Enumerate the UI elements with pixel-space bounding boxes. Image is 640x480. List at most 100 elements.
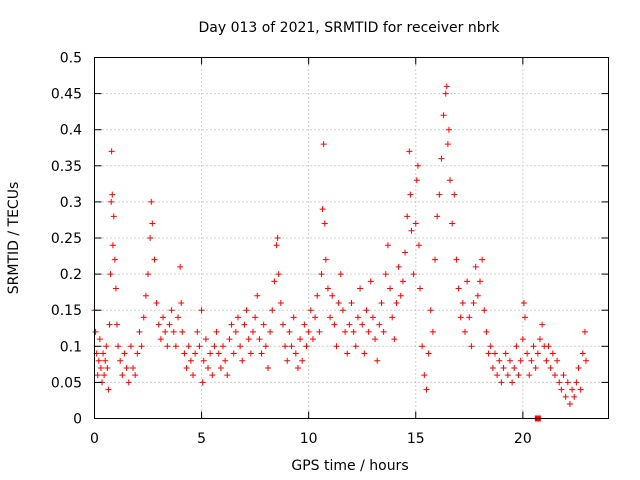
data-point bbox=[237, 343, 244, 350]
data-point bbox=[521, 314, 528, 321]
data-point bbox=[119, 372, 126, 379]
data-point bbox=[511, 364, 518, 371]
data-point bbox=[440, 112, 447, 119]
data-point bbox=[215, 350, 222, 357]
data-point bbox=[417, 285, 424, 292]
data-point bbox=[297, 336, 304, 343]
data-point bbox=[474, 292, 481, 299]
data-point bbox=[344, 350, 351, 357]
data-point bbox=[526, 372, 533, 379]
data-point bbox=[275, 271, 282, 278]
data-point bbox=[299, 357, 306, 364]
y-tick-label: 0 bbox=[73, 412, 82, 428]
y-axis-label: SRMTID / TECUs bbox=[6, 182, 22, 295]
data-point bbox=[209, 372, 216, 379]
data-point bbox=[451, 191, 458, 198]
y-tick-label: 0.2 bbox=[60, 267, 82, 283]
data-point bbox=[205, 364, 212, 371]
data-point bbox=[121, 350, 128, 357]
data-point bbox=[245, 336, 252, 343]
data-point bbox=[243, 307, 250, 314]
data-point bbox=[241, 321, 248, 328]
data-point bbox=[483, 328, 490, 335]
data-point bbox=[444, 141, 451, 148]
data-point bbox=[108, 148, 115, 155]
data-point bbox=[322, 256, 329, 263]
data-point bbox=[579, 350, 586, 357]
data-point bbox=[395, 263, 402, 270]
data-point bbox=[151, 256, 158, 263]
data-point bbox=[309, 336, 316, 343]
data-point bbox=[393, 299, 400, 306]
data-point bbox=[178, 299, 185, 306]
data-point bbox=[500, 364, 507, 371]
data-point bbox=[363, 307, 370, 314]
data-point bbox=[321, 220, 328, 227]
data-point bbox=[224, 372, 231, 379]
data-point bbox=[466, 314, 473, 321]
data-point bbox=[551, 372, 558, 379]
data-point bbox=[305, 328, 312, 335]
data-point bbox=[425, 350, 432, 357]
data-point bbox=[335, 299, 342, 306]
data-point bbox=[350, 328, 357, 335]
data-point bbox=[228, 321, 235, 328]
data-point bbox=[196, 343, 203, 350]
data-point bbox=[549, 350, 556, 357]
data-point bbox=[200, 357, 207, 364]
data-point bbox=[406, 148, 413, 155]
data-point bbox=[106, 321, 113, 328]
data-point bbox=[560, 372, 567, 379]
data-point bbox=[519, 336, 526, 343]
data-point bbox=[132, 372, 139, 379]
data-point bbox=[415, 242, 422, 249]
data-point bbox=[316, 328, 323, 335]
data-point bbox=[290, 314, 297, 321]
y-tick-label: 0.25 bbox=[51, 231, 82, 247]
data-point bbox=[183, 364, 190, 371]
data-point bbox=[134, 350, 141, 357]
y-tick-label: 0.4 bbox=[60, 123, 82, 139]
data-point bbox=[575, 364, 582, 371]
x-axis-label: GPS time / hours bbox=[291, 458, 408, 474]
data-point bbox=[254, 292, 261, 299]
data-point bbox=[95, 357, 102, 364]
data-point bbox=[125, 379, 132, 386]
data-point bbox=[520, 299, 527, 306]
data-point bbox=[130, 364, 137, 371]
y-tick-label: 0.3 bbox=[60, 195, 82, 211]
y-tick-label: 0.5 bbox=[60, 51, 82, 67]
data-point bbox=[566, 401, 573, 408]
data-point bbox=[346, 321, 353, 328]
data-point bbox=[331, 321, 338, 328]
data-point bbox=[279, 321, 286, 328]
data-point bbox=[103, 343, 110, 350]
data-point bbox=[207, 350, 214, 357]
data-point bbox=[413, 177, 420, 184]
data-point bbox=[170, 328, 177, 335]
data-point bbox=[252, 314, 259, 321]
data-point bbox=[175, 314, 182, 321]
x-tick-labels: 0 5 10 15 20 bbox=[90, 431, 532, 447]
data-point bbox=[562, 393, 569, 400]
data-point bbox=[402, 249, 409, 256]
data-point bbox=[543, 357, 550, 364]
data-point bbox=[181, 350, 188, 357]
data-point bbox=[421, 372, 428, 379]
data-point bbox=[149, 220, 156, 227]
data-point bbox=[148, 198, 155, 205]
data-point bbox=[569, 386, 576, 393]
data-point bbox=[342, 328, 349, 335]
data-point bbox=[96, 336, 103, 343]
data-point bbox=[198, 307, 205, 314]
data-point bbox=[138, 343, 145, 350]
data-point bbox=[337, 271, 344, 278]
data-point bbox=[320, 141, 327, 148]
data-point bbox=[220, 343, 226, 350]
data-point bbox=[271, 278, 278, 285]
data-point bbox=[479, 256, 486, 263]
data-point bbox=[558, 386, 565, 393]
data-point bbox=[365, 328, 372, 335]
x-tick-label: 10 bbox=[300, 431, 318, 447]
